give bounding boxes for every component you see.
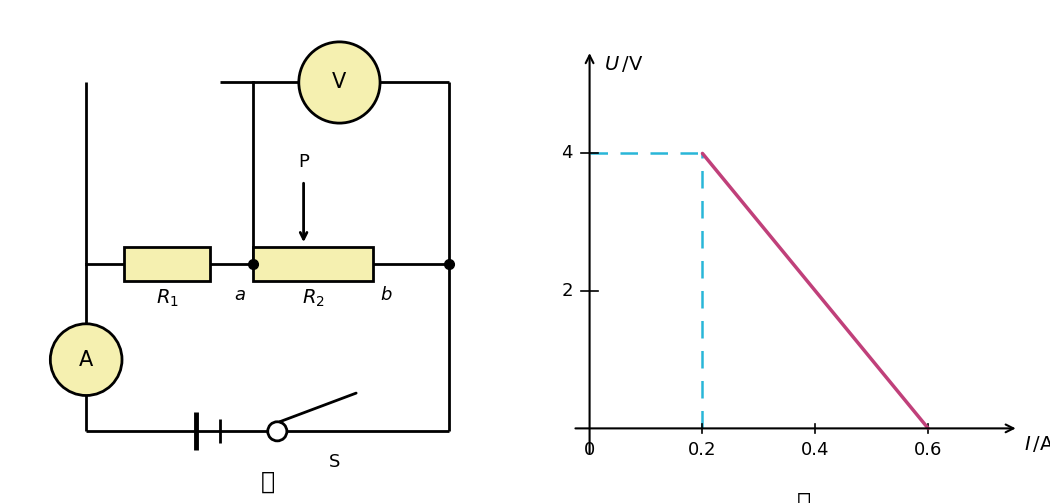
Text: 乙: 乙 bbox=[797, 490, 811, 503]
Bar bbox=[124, 247, 210, 281]
Circle shape bbox=[50, 324, 122, 395]
Text: $R_1$: $R_1$ bbox=[156, 288, 178, 309]
Text: 4: 4 bbox=[561, 144, 572, 162]
Text: 甲: 甲 bbox=[260, 469, 275, 493]
Text: 0: 0 bbox=[584, 441, 595, 459]
Text: $b$: $b$ bbox=[380, 286, 393, 304]
Circle shape bbox=[299, 42, 380, 123]
Text: $a$: $a$ bbox=[234, 286, 247, 304]
Text: 2: 2 bbox=[561, 282, 572, 300]
Text: P: P bbox=[298, 153, 309, 171]
Text: S: S bbox=[329, 453, 340, 471]
Text: $U\,/\mathrm{V}$: $U\,/\mathrm{V}$ bbox=[604, 54, 643, 74]
Text: 0.2: 0.2 bbox=[688, 441, 717, 459]
Text: 0.4: 0.4 bbox=[801, 441, 830, 459]
Text: V: V bbox=[332, 72, 346, 93]
Text: $I\,/\mathrm{A}$: $I\,/\mathrm{A}$ bbox=[1024, 434, 1050, 454]
Text: 0.6: 0.6 bbox=[914, 441, 943, 459]
Text: $R_2$: $R_2$ bbox=[301, 288, 324, 309]
Circle shape bbox=[268, 422, 287, 441]
Text: A: A bbox=[79, 350, 93, 370]
Bar bbox=[253, 247, 373, 281]
